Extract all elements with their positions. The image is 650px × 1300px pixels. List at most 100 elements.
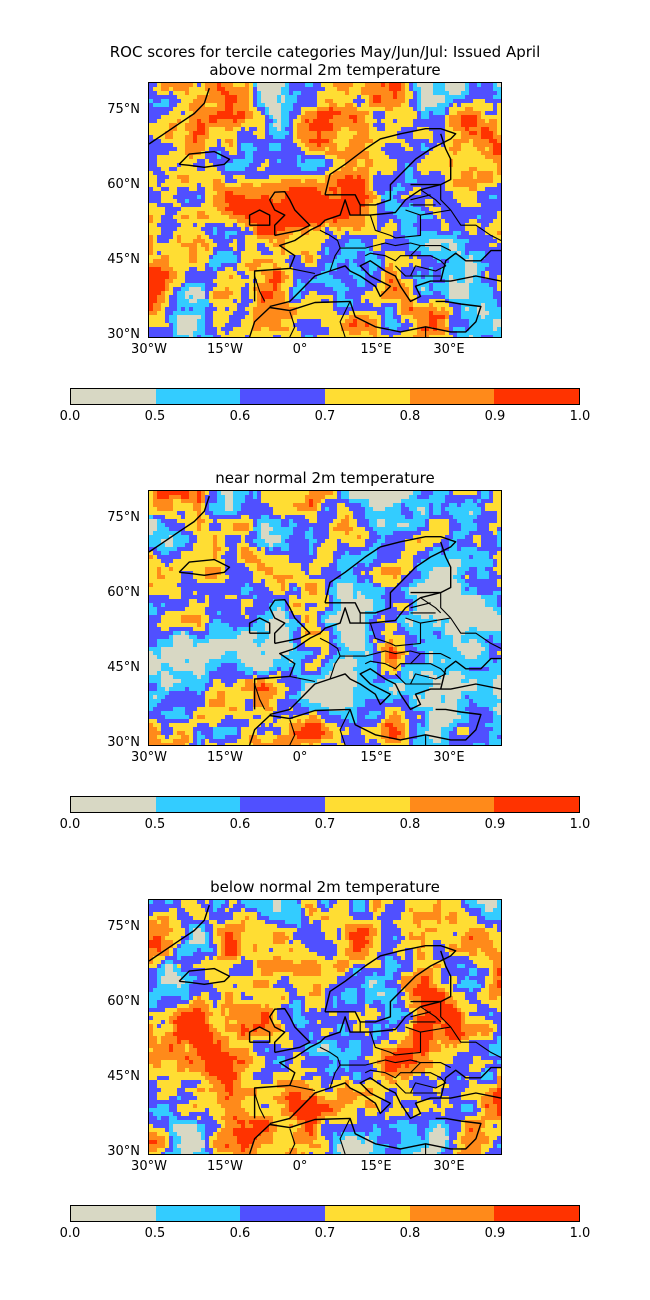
lat-tick: 30°N [107,327,140,342]
country-border [395,663,447,685]
coastline [268,598,311,645]
colorbar-above [70,388,580,405]
country-border [420,597,442,614]
colorbar-label: 1.0 [569,409,591,424]
colorbar-segment [409,389,495,404]
colorbar-label: 0.7 [314,817,336,832]
country-border [340,1059,451,1069]
colorbar-segment [71,389,156,404]
country-border [339,301,351,337]
country-border [410,194,431,201]
country-border [319,229,341,272]
country-border [289,675,316,683]
colorbar-label: 0.6 [229,817,251,832]
country-border [420,1006,442,1023]
colorbar-segment [155,797,241,812]
coastline [268,190,311,237]
country-border [420,617,501,649]
coastline [253,1000,441,1119]
lon-tick: 15°W [207,1159,243,1174]
lon-tick: 15°W [207,750,243,765]
lon-tick: 15°E [360,1159,392,1174]
lon-tick: 0° [292,1159,308,1174]
colorbar-label: 1.0 [569,1226,591,1241]
colorbar-label: 1.0 [569,817,591,832]
country-border [440,184,452,211]
coastline [178,967,231,986]
lon-tick: 30°W [131,750,167,765]
coastline [149,904,210,962]
colorbar-segment [71,797,156,812]
country-border [420,209,501,241]
panel-subtitle-below: below normal 2m temperature [210,878,440,896]
colorbar-segment [240,797,326,812]
colorbar-segment [240,1206,326,1221]
coastline [253,591,441,710]
colorbar-label: 0.8 [399,817,421,832]
coastline [269,1077,501,1125]
lon-tick: 30°E [433,342,465,357]
colorbar-near [70,796,580,813]
map-panel-below [148,899,502,1155]
country-border [340,242,451,252]
country-border [319,637,341,680]
lon-tick: 30°W [131,1159,167,1174]
country-border [254,683,266,710]
coastline [248,1117,482,1154]
coastline [149,87,210,145]
lat-tick: 75°N [107,510,140,525]
colorbar-label: 0.9 [484,409,506,424]
lon-tick: 15°E [360,342,392,357]
colorbar-label: 0.9 [484,817,506,832]
roc-field-above [149,83,501,337]
lon-tick: 30°E [433,1159,465,1174]
map-panel-above [148,82,502,338]
roc-field-cells [149,900,501,1154]
roc-field-near [149,491,501,745]
colorbar-segment [409,797,495,812]
country-border [369,1026,422,1056]
colorbar-segment [494,1206,580,1221]
coastline [410,133,452,186]
country-border [395,1072,447,1094]
lat-tick: 75°N [107,102,140,117]
colorbar-label: 0.6 [229,409,251,424]
colorbar-label: 0.5 [144,817,166,832]
colorbar-label: 0.5 [144,409,166,424]
coastline [440,657,501,690]
colorbar-segment [325,797,410,812]
colorbar-label: 0.8 [399,1226,421,1241]
lon-tick: 30°W [131,342,167,357]
country-border [420,189,442,206]
lon-tick: 15°W [207,342,243,357]
colorbar-segment [155,1206,241,1221]
lat-tick: 60°N [107,585,140,600]
colorbar-segment [71,1206,156,1221]
lat-tick: 60°N [107,994,140,1009]
panel-subtitle-above: above normal 2m temperature [209,61,441,79]
country-border [369,209,422,239]
colorbar-segment [325,389,410,404]
country-border [440,1001,452,1028]
country-border [440,592,452,619]
map-panel-near [148,490,502,746]
colorbar-label: 0.6 [229,1226,251,1241]
colorbar-label: 0.7 [314,1226,336,1241]
lat-tick: 45°N [107,1069,140,1084]
colorbar-label: 0.8 [399,409,421,424]
coastline [269,260,501,308]
colorbar-segment [240,389,326,404]
coastline [248,617,271,634]
country-border [410,602,431,609]
country-border [254,275,266,302]
country-border [420,1026,501,1058]
coastline [410,950,452,1003]
roc-field-cells [149,491,501,745]
coastline [253,183,441,302]
colorbar-label: 0.5 [144,1226,166,1241]
country-border [339,709,351,745]
colorbar-label: 0.0 [59,409,81,424]
coastline [440,1066,501,1099]
country-border [254,1092,266,1119]
coastline [440,249,501,282]
